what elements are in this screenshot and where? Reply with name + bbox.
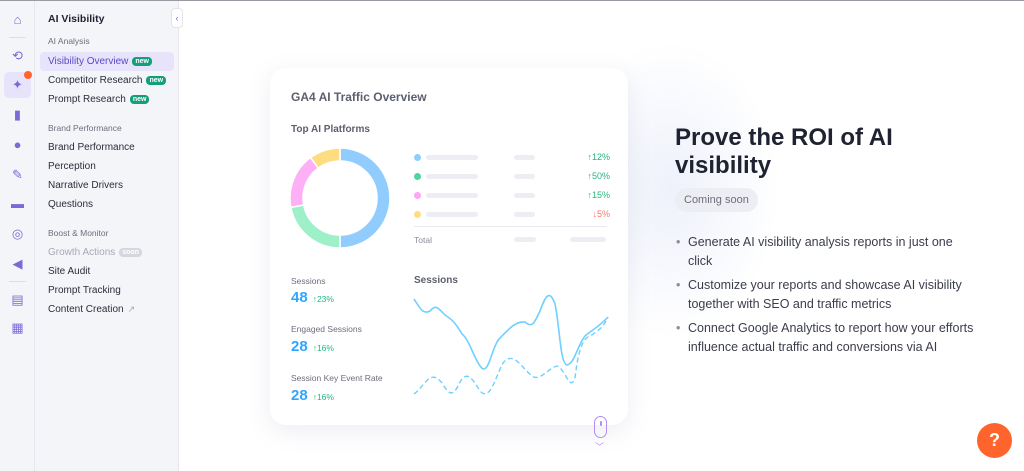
placeholder-bar (514, 155, 535, 160)
sidebar-item-brand-performance[interactable]: Brand Performance (48, 142, 135, 153)
item-label: Growth Actions (48, 247, 116, 258)
legend-change: ↓5% (592, 209, 610, 219)
sidebar-item-content-creation[interactable]: Content Creation ↗ (40, 300, 174, 319)
icon-rail: ⌂ ⟲ ✦ ▮ ● ✎ ▬ ◎ ◀ ▤ ▦ (0, 1, 35, 471)
chat-icon[interactable]: ▬ (11, 196, 24, 211)
placeholder-bar (514, 174, 535, 179)
feature-item: Customize your reports and showcase AI v… (675, 276, 975, 314)
bar-chart-icon[interactable]: ▮ (13, 106, 22, 122)
scroll-mouse-icon (594, 416, 607, 438)
placeholder-bar (426, 212, 478, 217)
pencil-icon[interactable]: ✎ (12, 166, 23, 182)
sidebar-item-prompt-research[interactable]: Prompt Research new (40, 90, 174, 109)
feature-item: Generate AI visibility analysis reports … (675, 233, 975, 271)
sidebar-item-growth-actions: Growth Actions soon (40, 243, 174, 262)
item-label: Competitor Research (48, 75, 143, 86)
legend-row: ↓5% (414, 209, 610, 221)
metric-label: Session Key Event Rate (291, 373, 383, 383)
sidebar-item-prompt-tracking[interactable]: Prompt Tracking (48, 285, 121, 296)
placeholder-bar (514, 237, 536, 242)
sidebar-item-narrative-drivers[interactable]: Narrative Drivers (48, 180, 124, 191)
sidebar-nav: AI Visibility AI Analysis Visibility Ove… (35, 1, 179, 471)
value: 28 (291, 387, 308, 404)
legend-row: ↑15% (414, 190, 610, 202)
legend-dot (414, 173, 421, 180)
total-label: Total (414, 235, 432, 245)
legend-row: ↑12% (414, 152, 610, 164)
sidebar-item-visibility-overview[interactable]: Visibility Overview new (40, 52, 174, 71)
sidebar-title: AI Visibility (48, 13, 105, 25)
item-label: Visibility Overview (48, 56, 129, 67)
donut-chart (289, 147, 391, 249)
section-boost-monitor: Boost & Monitor (48, 228, 109, 238)
metric-change: ↑23% (312, 294, 334, 304)
item-label: Content Creation (48, 304, 124, 315)
metric-change: ↑16% (312, 392, 334, 402)
metric-value: 48 ↑23% (291, 289, 334, 306)
sessions-dashed-line (413, 316, 609, 395)
sidebar-item-perception[interactable]: Perception (48, 161, 96, 172)
card-title: GA4 AI Traffic Overview (291, 90, 427, 104)
target-cursor-icon[interactable]: ◎ (11, 225, 24, 241)
sidebar-item-questions[interactable]: Questions (48, 199, 94, 210)
chevron-down-icon: ﹀ (595, 442, 605, 452)
donut-slice (309, 147, 341, 170)
metric-value: 28 ↑16% (291, 338, 334, 355)
metric-value: 28 ↑16% (291, 387, 334, 404)
new-badge: new (129, 95, 150, 104)
section-ai-analysis: AI Analysis (48, 36, 90, 46)
divider (414, 226, 607, 227)
promo-panel: Prove the ROI of AI visibility Coming so… (675, 124, 975, 362)
placeholder-bar (570, 237, 606, 242)
divider (9, 37, 26, 38)
sessions-solid-line (413, 294, 609, 370)
feature-list: Generate AI visibility analysis reports … (675, 233, 975, 357)
legend-change: ↑50% (587, 171, 610, 181)
home-icon[interactable]: ⌂ (13, 12, 22, 27)
placeholder-bar (426, 155, 478, 160)
item-label: Prompt Research (48, 94, 126, 105)
metric-label: Engaged Sessions (291, 324, 362, 334)
value: 48 (291, 289, 308, 306)
sidebar-item-site-audit[interactable]: Site Audit (48, 266, 91, 277)
legend-row: ↑50% (414, 171, 610, 183)
help-button[interactable]: ? (977, 423, 1012, 458)
section-brand-performance: Brand Performance (48, 123, 122, 133)
feature-item: Connect Google Analytics to report how y… (675, 319, 975, 357)
ai-visibility-icon[interactable]: ✦ (4, 71, 32, 98)
external-link-icon: ↗ (127, 304, 136, 314)
legend-dot (414, 192, 421, 199)
legend-dot (414, 154, 421, 161)
metric-label: Sessions (291, 276, 326, 286)
seo-search-icon[interactable]: ⟲ (12, 47, 23, 63)
location-pin-icon[interactable]: ● (13, 137, 22, 152)
legend-dot (414, 211, 421, 218)
sessions-chart-title: Sessions (414, 275, 458, 286)
ga4-preview-card: GA4 AI Traffic Overview Top AI Platforms… (270, 68, 628, 425)
top-border (0, 0, 1024, 1)
new-badge: new (132, 57, 153, 66)
megaphone-icon[interactable]: ◀ (12, 255, 23, 271)
promo-title: Prove the ROI of AI visibility (675, 124, 893, 179)
placeholder-bar (514, 212, 535, 217)
new-badge: new (146, 76, 167, 85)
sessions-line-chart (413, 294, 609, 395)
document-icon[interactable]: ▤ (11, 291, 24, 307)
placeholder-bar (426, 174, 478, 179)
metric-change: ↑16% (312, 343, 334, 353)
legend-change: ↑15% (587, 190, 610, 200)
divider (9, 281, 26, 282)
notification-dot (24, 71, 32, 79)
legend-change: ↑12% (587, 152, 610, 162)
placeholder-bar (514, 193, 535, 198)
coming-soon-badge: Coming soon (675, 188, 758, 212)
soon-badge: soon (119, 248, 142, 257)
value: 28 (291, 338, 308, 355)
platforms-title: Top AI Platforms (291, 124, 370, 135)
collapse-sidebar-button[interactable]: ‹ (171, 8, 183, 28)
apps-grid-icon[interactable]: ▦ (11, 319, 24, 335)
placeholder-bar (426, 193, 478, 198)
sidebar-item-competitor-research[interactable]: Competitor Research new (40, 71, 174, 90)
